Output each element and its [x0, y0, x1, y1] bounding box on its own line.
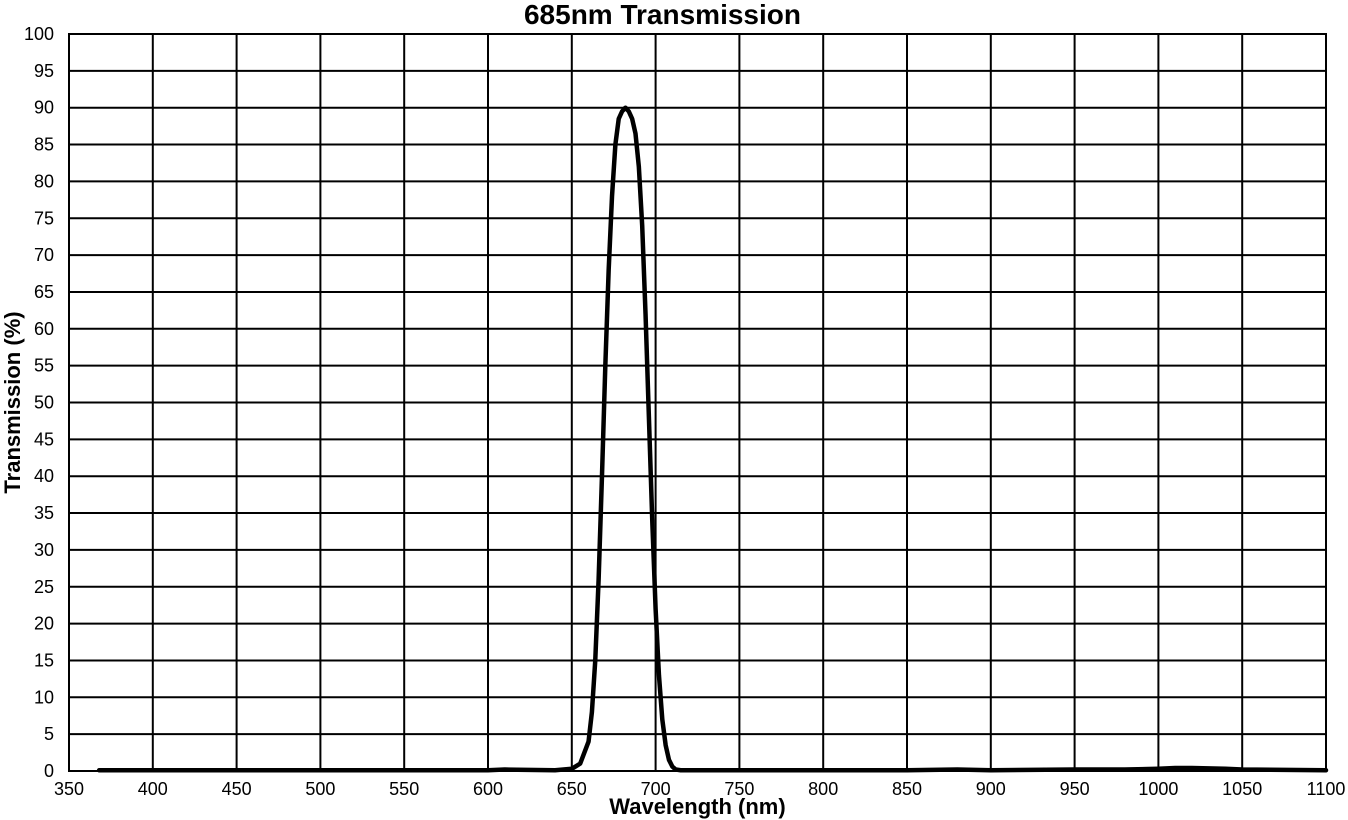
x-tick-label: 350	[54, 779, 84, 799]
x-tick-label: 850	[892, 779, 922, 799]
grid	[68, 33, 1327, 772]
x-tick-label: 1100	[1307, 779, 1346, 799]
x-tick-label: 400	[138, 779, 168, 799]
y-tick-label: 10	[34, 687, 54, 707]
y-tick-labels: 0 5 10 15 20 25 30 35 40 45 50 55 60 65 70 75 80 85 90 95 10…	[24, 24, 54, 781]
x-tick-label: 800	[808, 779, 838, 799]
y-tick-label: 60	[34, 319, 54, 339]
y-tick-label: 100	[24, 24, 54, 44]
transmission-curve	[96, 105, 1329, 773]
x-tick-label: 900	[976, 779, 1006, 799]
y-tick-label: 50	[34, 393, 54, 413]
y-tick-label: 5	[44, 724, 54, 744]
x-tick-label: 1050	[1222, 779, 1262, 799]
y-tick-label: 30	[34, 540, 54, 560]
y-tick-label: 15	[34, 650, 54, 670]
x-tick-label: 1000	[1138, 779, 1178, 799]
y-tick-label: 95	[34, 61, 54, 81]
y-tick-label: 75	[34, 208, 54, 228]
y-tick-label: 80	[34, 171, 54, 191]
y-tick-label: 70	[34, 245, 54, 265]
x-tick-label: 500	[305, 779, 335, 799]
x-tick-label: 600	[473, 779, 503, 799]
y-tick-label: 55	[34, 356, 54, 376]
y-tick-label: 45	[34, 429, 54, 449]
y-tick-label: 0	[44, 761, 54, 781]
x-tick-label: 950	[1060, 779, 1090, 799]
x-tick-label: 700	[641, 779, 671, 799]
y-tick-label: 85	[34, 135, 54, 155]
y-tick-label: 20	[34, 614, 54, 634]
y-axis-title: Transmission (%)	[0, 311, 25, 493]
x-tick-labels: 350 400 450 500 550 600 650 700 750 800 850 900 950 1…	[54, 779, 1345, 799]
x-tick-label: 750	[724, 779, 754, 799]
y-tick-label: 65	[34, 282, 54, 302]
x-tick-label: 650	[557, 779, 587, 799]
x-axis-title: Wavelength (nm)	[609, 794, 785, 819]
x-tick-label: 450	[222, 779, 252, 799]
y-tick-label: 25	[34, 577, 54, 597]
y-tick-label: 90	[34, 98, 54, 118]
y-tick-label: 40	[34, 466, 54, 486]
y-tick-label: 35	[34, 503, 54, 523]
x-tick-label: 550	[389, 779, 419, 799]
chart-title: 685nm Transmission	[524, 0, 801, 30]
